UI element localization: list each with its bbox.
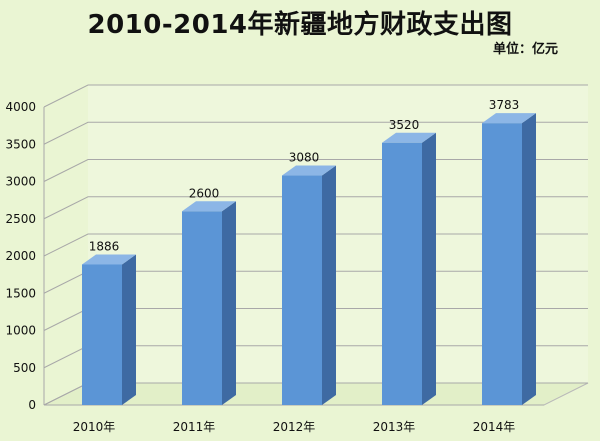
data-label: 3783 xyxy=(489,98,520,112)
data-label: 3520 xyxy=(389,118,420,132)
gridline xyxy=(43,121,588,145)
bar-side xyxy=(422,132,436,405)
bar-top xyxy=(182,201,236,212)
bar-side xyxy=(322,165,336,405)
y-tick-label: 2000 xyxy=(5,249,36,263)
data-label: 2600 xyxy=(189,186,220,200)
x-tick-label: 2011年 xyxy=(173,420,216,434)
y-tick-label: 500 xyxy=(13,361,36,375)
y-tick-label: 1000 xyxy=(5,324,36,338)
bar-side xyxy=(222,201,236,405)
data-label: 3080 xyxy=(289,151,320,165)
bar-top xyxy=(82,254,136,265)
bar-top xyxy=(482,113,536,124)
bar xyxy=(382,142,422,405)
unit-label: 单位：亿元 xyxy=(492,42,558,57)
y-tick-label: 2500 xyxy=(5,212,36,226)
bar-top xyxy=(382,132,436,143)
gridline xyxy=(43,84,588,108)
x-tick-label: 2014年 xyxy=(473,420,516,434)
x-tick-label: 2013年 xyxy=(373,420,416,434)
bar-top xyxy=(282,165,336,176)
bar xyxy=(482,123,522,405)
x-tick-label: 2010年 xyxy=(73,420,116,434)
bar xyxy=(182,211,222,405)
bar xyxy=(82,264,122,405)
y-tick-label: 3000 xyxy=(5,175,36,189)
data-label: 1886 xyxy=(89,239,120,253)
y-tick-label: 1500 xyxy=(5,286,36,300)
y-tick-label: 4000 xyxy=(5,100,36,114)
y-tick-label: 0 xyxy=(28,398,36,412)
chart-title: 2010-2014年新疆地方财政支出图 xyxy=(87,10,513,40)
bar-side xyxy=(522,113,536,405)
bar-side xyxy=(122,254,136,405)
bar xyxy=(282,175,322,405)
y-tick-label: 3500 xyxy=(5,137,36,151)
x-tick-label: 2012年 xyxy=(273,420,316,434)
